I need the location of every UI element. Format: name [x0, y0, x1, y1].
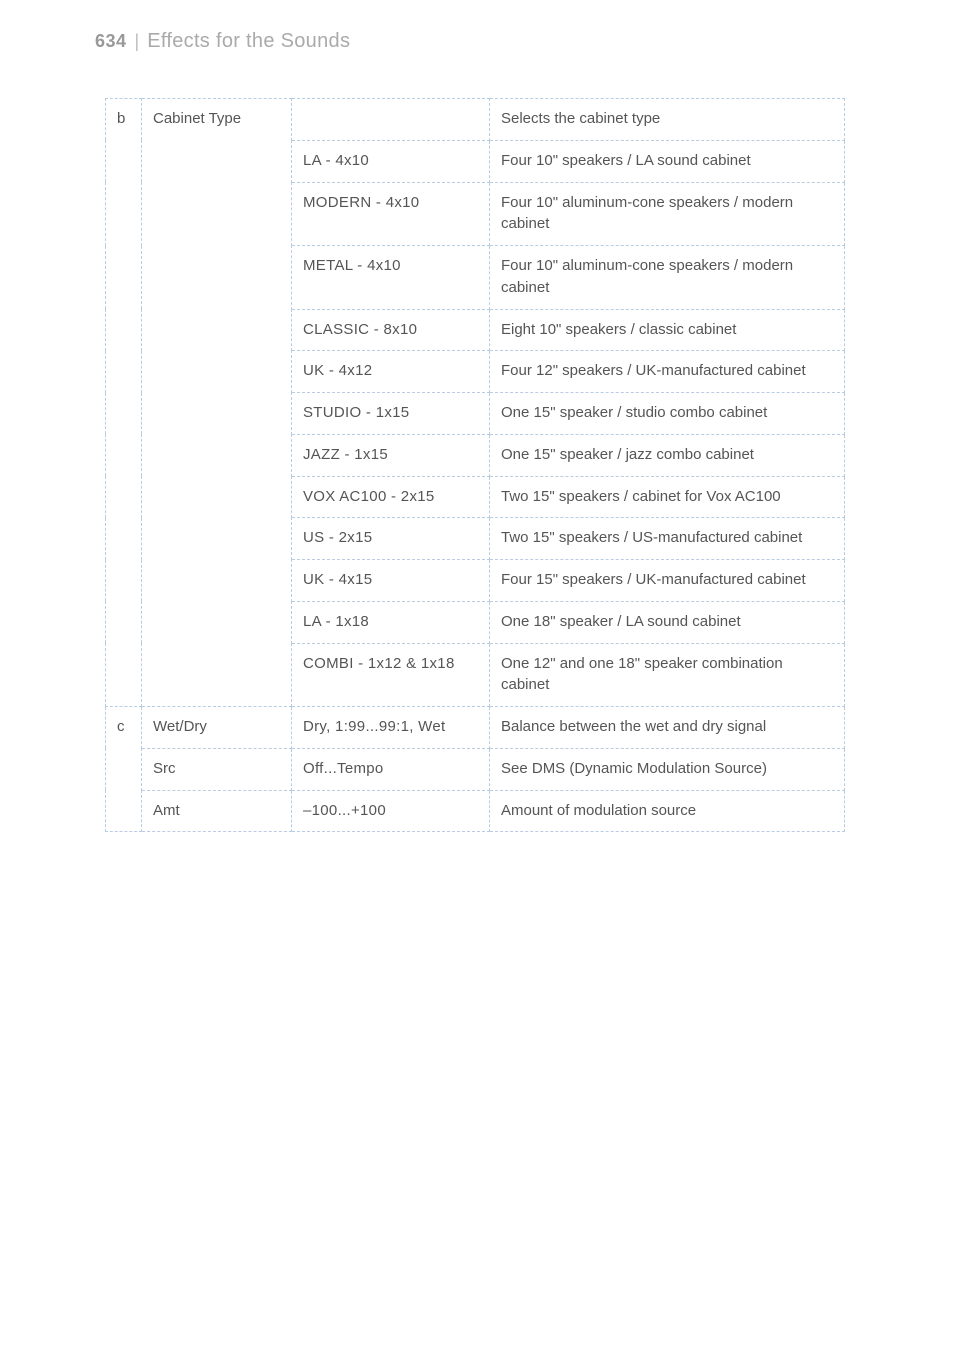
table-row: bCabinet TypeSelects the cabinet type	[106, 99, 845, 141]
row-desc: Amount of modulation source	[490, 790, 845, 832]
page-divider: |	[135, 31, 140, 52]
row-letter: c	[106, 707, 142, 832]
row-desc: One 18" speaker / LA sound cabinet	[490, 601, 845, 643]
row-value: METAL - 4x10	[292, 246, 490, 310]
row-desc: One 12" and one 18" speaker combination …	[490, 643, 845, 707]
row-desc: See DMS (Dynamic Modulation Source)	[490, 748, 845, 790]
row-value: UK - 4x12	[292, 351, 490, 393]
parameter-table-container: bCabinet TypeSelects the cabinet typeLA …	[105, 98, 845, 832]
row-letter: b	[106, 99, 142, 707]
row-value: LA - 4x10	[292, 140, 490, 182]
row-desc: Two 15" speakers / cabinet for Vox AC100	[490, 476, 845, 518]
row-desc: One 15" speaker / studio combo cabinet	[490, 393, 845, 435]
table-row: cWet/DryDry, 1:99...99:1, WetBalance bet…	[106, 707, 845, 749]
row-value	[292, 99, 490, 141]
page-title: Effects for the Sounds	[147, 30, 350, 53]
row-value: COMBI - 1x12 & 1x18	[292, 643, 490, 707]
row-param: Wet/Dry	[142, 707, 292, 749]
row-desc: Four 15" speakers / UK-manufactured cabi…	[490, 560, 845, 602]
row-desc: One 15" speaker / jazz combo cabinet	[490, 434, 845, 476]
row-desc: Four 10" aluminum-cone speakers / modern…	[490, 182, 845, 246]
parameter-table: bCabinet TypeSelects the cabinet typeLA …	[105, 98, 845, 832]
row-value: US - 2x15	[292, 518, 490, 560]
row-desc: Selects the cabinet type	[490, 99, 845, 141]
row-desc: Two 15" speakers / US-manufactured cabin…	[490, 518, 845, 560]
row-desc: Balance between the wet and dry signal	[490, 707, 845, 749]
row-param: Src	[142, 748, 292, 790]
row-value: STUDIO - 1x15	[292, 393, 490, 435]
row-value: JAZZ - 1x15	[292, 434, 490, 476]
page-number: 634	[95, 31, 127, 52]
row-desc: Eight 10" speakers / classic cabinet	[490, 309, 845, 351]
row-desc: Four 10" aluminum-cone speakers / modern…	[490, 246, 845, 310]
table-row: SrcOff...TempoSee DMS (Dynamic Modulatio…	[106, 748, 845, 790]
row-value: CLASSIC - 8x10	[292, 309, 490, 351]
row-value: LA - 1x18	[292, 601, 490, 643]
row-value: Dry, 1:99...99:1, Wet	[292, 707, 490, 749]
row-value: VOX AC100 - 2x15	[292, 476, 490, 518]
row-param: Cabinet Type	[142, 99, 292, 707]
table-row: Amt–100...+100Amount of modulation sourc…	[106, 790, 845, 832]
row-desc: Four 12" speakers / UK-manufactured cabi…	[490, 351, 845, 393]
row-value: UK - 4x15	[292, 560, 490, 602]
row-value: MODERN - 4x10	[292, 182, 490, 246]
page-header: 634 | Effects for the Sounds	[0, 0, 954, 53]
row-desc: Four 10" speakers / LA sound cabinet	[490, 140, 845, 182]
row-value: Off...Tempo	[292, 748, 490, 790]
row-value: –100...+100	[292, 790, 490, 832]
row-param: Amt	[142, 790, 292, 832]
